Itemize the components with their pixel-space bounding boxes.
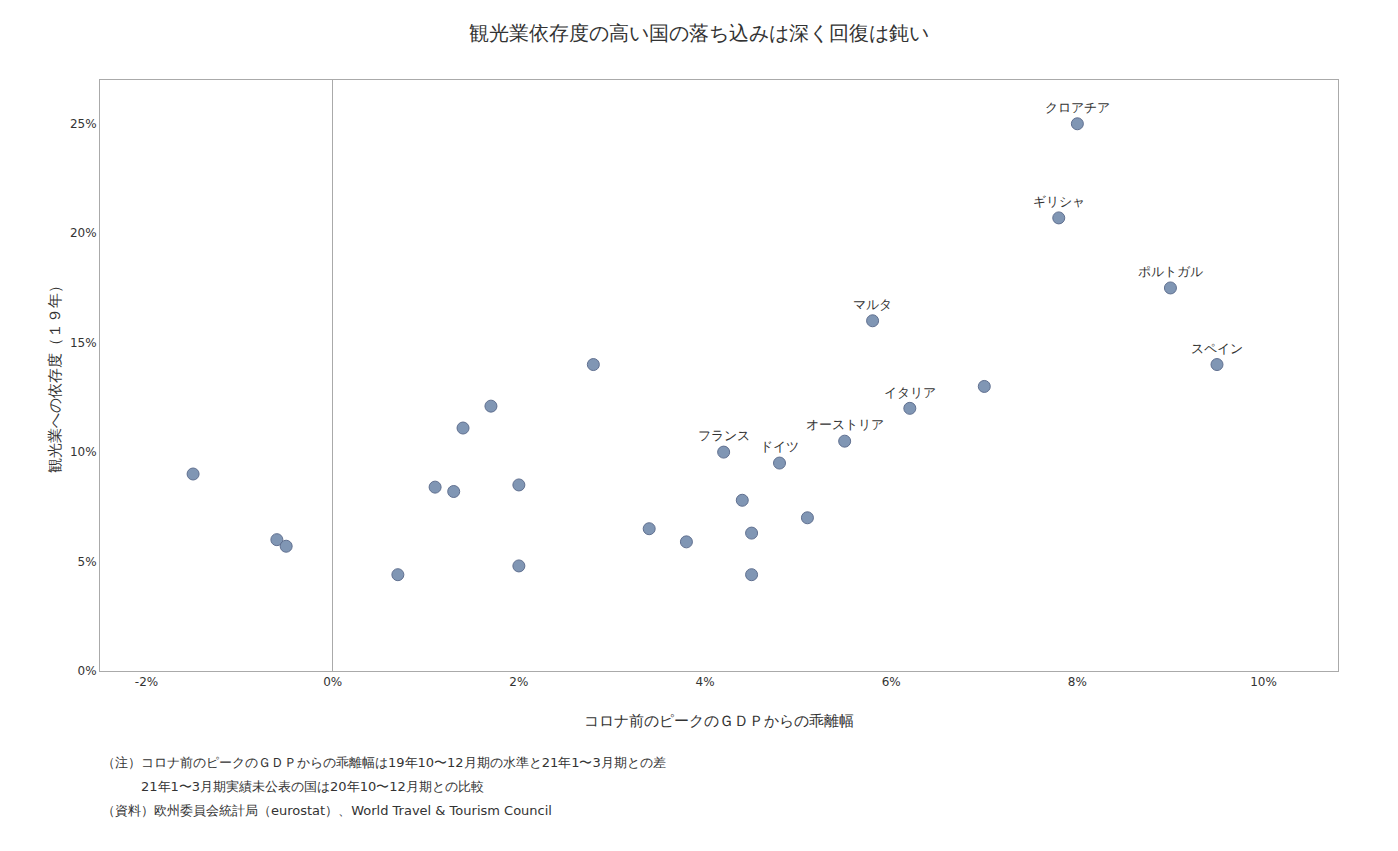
svg-text:（注）コロナ前のピークのＧＤＰからの乖離幅は19年10〜12: （注）コロナ前のピークのＧＤＰからの乖離幅は19年10〜12月期の水準と21年1… bbox=[102, 755, 666, 770]
svg-text:2%: 2% bbox=[509, 675, 528, 689]
svg-text:スペイン: スペイン bbox=[1191, 341, 1243, 356]
svg-text:0%: 0% bbox=[78, 664, 97, 678]
svg-text:ギリシャ: ギリシャ bbox=[1033, 194, 1085, 209]
svg-text:20%: 20% bbox=[70, 226, 97, 240]
svg-text:観光業依存度の高い国の落ち込みは深く回復は鈍い: 観光業依存度の高い国の落ち込みは深く回復は鈍い bbox=[469, 21, 929, 45]
svg-text:フランス: フランス bbox=[698, 428, 750, 443]
svg-text:8%: 8% bbox=[1068, 675, 1087, 689]
svg-text:オーストリア: オーストリア bbox=[806, 417, 884, 432]
svg-text:6%: 6% bbox=[882, 675, 901, 689]
svg-text:クロアチア: クロアチア bbox=[1045, 100, 1110, 115]
svg-text:（資料）欧州委員会統計局（eurostat）、World T: （資料）欧州委員会統計局（eurostat）、World Travel & To… bbox=[102, 803, 552, 818]
svg-text:21年1〜3月期実績未公表の国は20年10〜12月期との比較: 21年1〜3月期実績未公表の国は20年10〜12月期との比較 bbox=[102, 779, 484, 794]
svg-text:0%: 0% bbox=[323, 675, 342, 689]
svg-text:25%: 25% bbox=[70, 117, 97, 131]
svg-text:観光業への依存度（１９年）: 観光業への依存度（１９年） bbox=[46, 278, 64, 473]
svg-text:5%: 5% bbox=[78, 555, 97, 569]
svg-text:ドイツ: ドイツ bbox=[760, 439, 799, 454]
svg-text:マルタ: マルタ bbox=[853, 297, 892, 312]
svg-text:15%: 15% bbox=[70, 336, 97, 350]
svg-text:-2%: -2% bbox=[135, 675, 158, 689]
svg-text:コロナ前のピークのＧＤＰからの乖離幅: コロナ前のピークのＧＤＰからの乖離幅 bbox=[584, 712, 854, 730]
svg-text:10%: 10% bbox=[1250, 675, 1277, 689]
svg-text:ポルトガル: ポルトガル bbox=[1138, 264, 1203, 279]
svg-text:10%: 10% bbox=[70, 445, 97, 459]
svg-text:4%: 4% bbox=[696, 675, 715, 689]
svg-text:イタリア: イタリア bbox=[884, 385, 936, 400]
